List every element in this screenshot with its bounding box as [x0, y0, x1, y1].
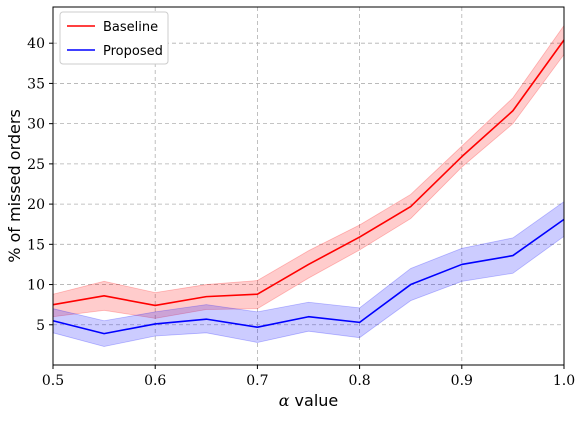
plot-frame — [52, 6, 565, 366]
legend: Baseline Proposed — [59, 11, 169, 65]
y-tick-label: 10 — [27, 278, 45, 294]
y-tick-label: 15 — [27, 237, 45, 253]
y-tick-label: 5 — [36, 318, 45, 334]
y-tick-label: 20 — [27, 197, 45, 213]
y-tick-label: 35 — [27, 76, 45, 92]
x-tick-label: 0.6 — [144, 373, 166, 389]
y-axis-title: % of missed orders — [5, 109, 24, 263]
y-tick-label: 25 — [27, 157, 45, 173]
x-tick-label: 0.9 — [451, 373, 473, 389]
series-line-baseline — [52, 39, 565, 307]
x-axis-symbol: α — [279, 391, 290, 410]
y-tick-label: 40 — [27, 36, 45, 52]
x-tick-label: 0.8 — [348, 373, 370, 389]
x-tick-label: 0.5 — [42, 373, 64, 389]
x-tick-label: 0.7 — [246, 373, 268, 389]
axis-ticks: 0.5 0.6 0.7 0.8 0.9 1.0 5 10 15 20 25 30 35 40 — [27, 36, 575, 389]
series-line-proposed — [52, 218, 565, 335]
x-tick-label: 1.0 — [553, 373, 575, 389]
x-axis-title: α value — [279, 391, 339, 410]
y-tick-label: 30 — [27, 117, 45, 133]
x-axis-text: value — [295, 391, 339, 410]
confidence-bands — [52, 24, 565, 347]
legend-label-proposed: Proposed — [103, 44, 163, 59]
series-lines — [52, 39, 565, 335]
legend-box — [59, 11, 169, 65]
legend-label-baseline: Baseline — [103, 20, 158, 35]
